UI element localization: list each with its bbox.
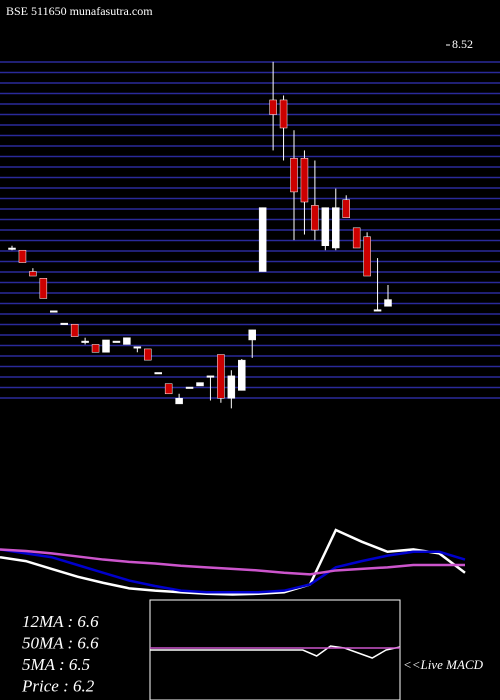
macd-label: <<Live MACD: [403, 657, 484, 672]
candle-body: [18, 249, 27, 263]
indicator-line: [0, 548, 466, 594]
candle-body: [164, 383, 173, 395]
candle-body: [238, 359, 246, 391]
candle-body: [50, 310, 58, 313]
candle-body: [332, 207, 340, 249]
candle-body: [300, 158, 309, 203]
candle-body: [154, 372, 162, 375]
legend-entry: Price : 6.2: [21, 676, 95, 695]
candle-body: [81, 340, 89, 343]
candle-body: [373, 309, 382, 312]
candle-body: [175, 398, 183, 405]
candle-body: [144, 348, 152, 361]
candle-body: [112, 340, 121, 343]
candle-body: [91, 344, 100, 353]
candle-body: [102, 339, 110, 353]
legend-entry: 12MA : 6.6: [22, 612, 99, 631]
candle-body: [342, 199, 350, 218]
candle-body: [60, 322, 68, 325]
candle-body: [70, 324, 79, 337]
candle-body: [248, 329, 256, 341]
indicator-line: [0, 528, 466, 596]
candle-body: [185, 386, 194, 389]
indicator-line: [150, 645, 401, 659]
candle-body: [290, 158, 298, 193]
candle-body: [269, 99, 277, 115]
candle-body: [29, 271, 37, 277]
candle-body: [363, 236, 371, 277]
legend-entry: 50MA : 6.6: [22, 633, 99, 652]
candle-body: [8, 247, 16, 250]
candle-body: [279, 99, 288, 129]
candle-body: [227, 375, 236, 399]
y-tick-label: 8.52: [452, 37, 473, 51]
candle-body: [206, 375, 215, 378]
indicator-line: [0, 548, 465, 576]
legend-entry: 5MA : 6.5: [22, 655, 90, 674]
chart-title: BSE 511650 munafasutra.com: [6, 4, 153, 18]
candle-body: [352, 227, 361, 249]
candle-body: [311, 205, 319, 231]
candle-body: [39, 278, 48, 299]
candle-body: [133, 346, 142, 349]
candle-body: [321, 207, 330, 246]
candle-body: [217, 354, 225, 399]
candle-body: [123, 337, 131, 345]
candle-body: [258, 207, 267, 272]
candle-body: [196, 382, 204, 387]
candle-body: [384, 299, 392, 307]
